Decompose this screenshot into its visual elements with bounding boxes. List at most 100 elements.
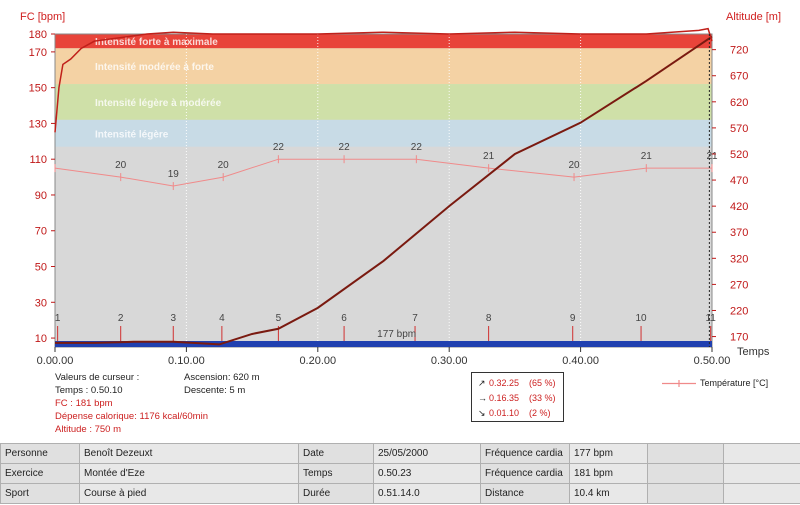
- y-right-tick-label: 670: [730, 71, 748, 83]
- slope-row-flat: → 0.16.35 (33 %): [478, 391, 557, 406]
- x-axis-title: Temps: [737, 346, 770, 358]
- y-left-tick-label: 150: [29, 83, 47, 95]
- lap-marker-label: 11: [705, 313, 716, 324]
- lap-marker-label: 8: [486, 313, 492, 324]
- zone-label: Intensité modérée à forte: [95, 62, 214, 73]
- table-value-cell: 0.51.14.0: [373, 483, 481, 504]
- series-altitude-line: [55, 35, 713, 346]
- chart: Intensité forte à maximale Intensité modé…: [20, 11, 781, 367]
- cursor-time: Temps : 0.50.10: [55, 385, 123, 396]
- y-right-tick-label: 370: [730, 227, 748, 239]
- temperature-data-label: 22: [273, 142, 285, 153]
- y-right-tick-label: 620: [730, 97, 748, 109]
- y-left-tick-label: 10: [35, 333, 47, 345]
- y-right-tick-label: 470: [730, 175, 748, 187]
- zone-band: [55, 84, 712, 120]
- table-label-cell: Distance: [480, 483, 570, 504]
- table-label-cell: [647, 463, 724, 484]
- ascent-descent: Ascension: 620 m Descente: 5 m: [184, 371, 260, 397]
- x-tick-label: 0.10.00: [168, 355, 205, 367]
- y-left-title: FC [bpm]: [20, 11, 65, 23]
- table-value-cell: [723, 463, 800, 484]
- arrow-up-right-icon: ↗: [478, 378, 486, 388]
- table-row: Exercice Montée d'Eze Temps 0.50.23 Fréquenc…: [0, 463, 800, 484]
- zone-label: Intensité légère: [95, 129, 169, 140]
- temperature-data-label: 20: [115, 160, 127, 171]
- table-value-cell: 10.4 km: [569, 483, 648, 504]
- table-label-cell: Fréquence cardia: [480, 463, 570, 484]
- table-label-cell: Durée: [298, 483, 374, 504]
- x-tick-label: 0.30.00: [431, 355, 468, 367]
- zone-band: [55, 34, 712, 49]
- y-right-tick-label: 270: [730, 279, 748, 291]
- cursor-energy: Dépense calorique: 1176 kcal/60min: [55, 411, 208, 422]
- cursor-values: Valeurs de curseur : Temps : 0.50.10 FC …: [55, 371, 208, 436]
- y-right-tick-label: 420: [730, 201, 748, 213]
- table-value-cell: 25/05/2000: [373, 443, 481, 464]
- lap-marker-label: 7: [412, 313, 418, 324]
- zone-label: Intensité forte à maximale: [95, 37, 218, 48]
- table-label-cell: [647, 443, 724, 464]
- cursor-heading: Valeurs de curseur :: [55, 372, 140, 383]
- table-row: Sport Course à pied Durée 0.51.14.0 Distance…: [0, 483, 800, 504]
- table-value-cell: 181 bpm: [569, 463, 648, 484]
- table-value-cell: [723, 443, 800, 464]
- temperature-data-label: 21: [641, 151, 653, 162]
- table-label-cell: Date: [298, 443, 374, 464]
- x-tick-label: 0.20.00: [299, 355, 336, 367]
- y-right-tick-label: 570: [730, 123, 748, 135]
- lap-marker-label: 4: [219, 313, 225, 324]
- slope-row-up: ↗ 0.32.25 (65 %): [478, 376, 557, 391]
- y-left-tick-label: 70: [35, 226, 47, 238]
- x-tick-label: 0.00.00: [37, 355, 74, 367]
- y-left-tick-label: 30: [35, 297, 47, 309]
- lap-marker-label: 5: [276, 313, 282, 324]
- temperature-data-label: 20: [568, 160, 580, 171]
- table-value-cell: [723, 483, 800, 504]
- legend-temperature: Température [°C]: [662, 378, 768, 388]
- y-right-tick-label: 320: [730, 253, 748, 265]
- arrow-down-right-icon: ↘: [478, 408, 486, 418]
- lap-marker-label: 2: [118, 313, 124, 324]
- temperature-data-label: 21: [706, 151, 718, 162]
- lap-marker-label: 10: [635, 313, 647, 324]
- temperature-data-label: 22: [411, 142, 423, 153]
- ascent-value: Ascension: 620 m: [184, 372, 260, 383]
- table-label-cell: Temps: [298, 463, 374, 484]
- legend-line-icon: [662, 379, 696, 387]
- lap-marker-label: 1: [55, 313, 61, 324]
- table-label-cell: [647, 483, 724, 504]
- temperature-data-label: 21: [483, 151, 495, 162]
- arrow-right-icon: →: [478, 393, 487, 403]
- y-right-title: Altitude [m]: [726, 11, 781, 23]
- y-right-tick-label: 720: [730, 45, 748, 57]
- info-table: Personne Benoît Dezeuxt Date 25/05/2000 Fréq…: [0, 443, 800, 504]
- table-value-cell: Benoît Dezeuxt: [79, 443, 299, 464]
- x-tick-label: 0.40.00: [562, 355, 599, 367]
- lap-marker-label: 3: [170, 313, 176, 324]
- legend-temperature-label: Température [°C]: [700, 378, 769, 388]
- table-label-cell: Sport: [0, 483, 80, 504]
- zone-label: Intensité légère à modérée: [95, 98, 222, 109]
- slope-summary: ↗ 0.32.25 (65 %) → 0.16.35 (33 %) ↘ 0.01.10 (2…: [471, 372, 564, 422]
- zone-band: [55, 119, 712, 147]
- slope-row-down: ↘ 0.01.10 (2 %): [478, 406, 557, 421]
- zone-band: [55, 48, 712, 85]
- y-left-tick-label: 170: [29, 47, 47, 59]
- lap-marker-label: 6: [341, 313, 347, 324]
- table-label-cell: Fréquence cardia: [480, 443, 570, 464]
- y-left-tick-label: 110: [29, 154, 47, 166]
- x-tick-label: 0.50.00: [694, 355, 731, 367]
- table-label-cell: Personne: [0, 443, 80, 464]
- series-fc-line: [54, 27, 713, 133]
- y-right-tick-label: 220: [730, 305, 748, 317]
- table-value-cell: Course à pied: [79, 483, 299, 504]
- cursor-fc: FC : 181 bpm: [55, 398, 113, 409]
- bottom-band: [55, 341, 712, 347]
- temperature-data-label: 19: [168, 169, 180, 180]
- table-label-cell: Exercice: [0, 463, 80, 484]
- lap-marker-label: 9: [570, 313, 576, 324]
- descent-value: Descente: 5 m: [184, 385, 246, 396]
- y-left-tick-label: 180: [29, 29, 47, 41]
- table-value-cell: Montée d'Eze: [79, 463, 299, 484]
